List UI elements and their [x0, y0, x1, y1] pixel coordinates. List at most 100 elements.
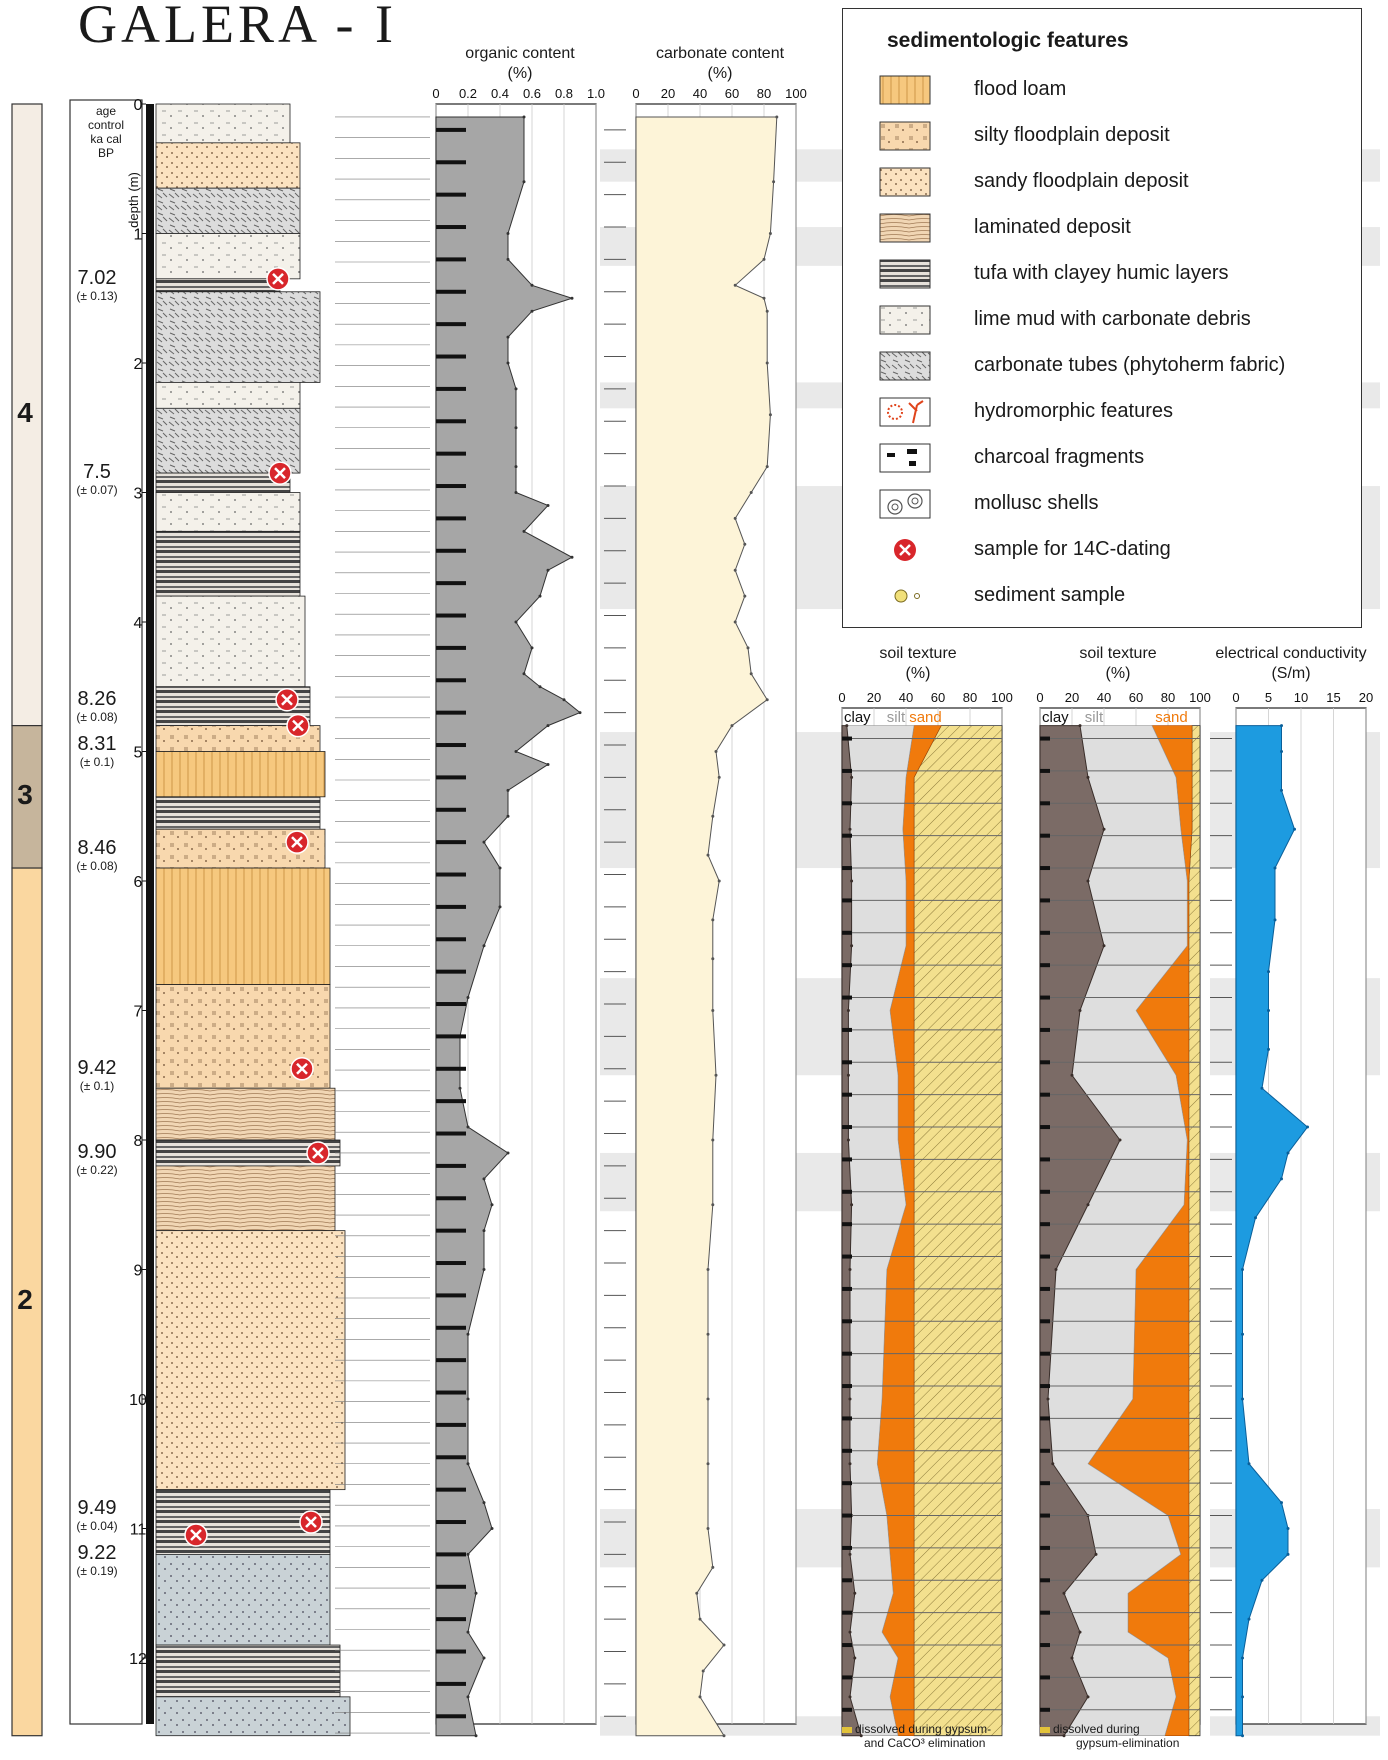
organic-area-point [474, 1734, 478, 1738]
carbonate-area-point [722, 1643, 726, 1647]
sample-bar [436, 904, 466, 909]
depth-tick-label: 3 [134, 486, 143, 503]
age-label: 9.42 (± 0.1) [54, 1057, 140, 1093]
laminated-swatch [879, 213, 931, 243]
carbonate-area-point [733, 568, 737, 572]
sample-bar [436, 1681, 466, 1686]
clay-area-point [850, 879, 854, 883]
carbonate-area-point [711, 1565, 715, 1569]
x-tick-label: 20 [1359, 690, 1373, 705]
sample-bar [842, 1189, 852, 1194]
sample-bar [436, 1163, 466, 1168]
c14-sample-icon [184, 1523, 208, 1547]
dissolved-note-line: dissolved during gypsum- [842, 1722, 1022, 1736]
sample-bar [1040, 1125, 1050, 1130]
clay-area-point [853, 1591, 857, 1595]
clay-area-point [848, 1552, 852, 1556]
dissolved-note-line: and CaCO³ elimination [864, 1736, 986, 1750]
ec-area-point [1241, 1695, 1244, 1699]
lithology-layer [155, 595, 306, 688]
legend-label: carbonate tubes (phytoherm fabric) [974, 354, 1286, 376]
depth-tick-label: 4 [134, 615, 143, 632]
dissolved-note-line: dissolved during [1040, 1722, 1220, 1736]
sample-bar [1040, 1578, 1050, 1583]
carbonate-area-point [733, 620, 737, 624]
sample-bar [1040, 1545, 1050, 1550]
dissolved-area [913, 725, 1003, 1737]
clay-area-point [848, 827, 852, 831]
carbonate-area-point [711, 1203, 715, 1207]
sample-bar [436, 1422, 466, 1427]
carbonate-area-point [765, 698, 769, 702]
dissolved-area [1188, 725, 1201, 1737]
organic-area-point [482, 840, 486, 844]
carbonate-area-point [706, 1462, 710, 1466]
organic-area-point [482, 1229, 486, 1233]
ec-area-point [1286, 1552, 1290, 1556]
carbonate-area-point [765, 465, 769, 469]
sample-bar [436, 1714, 466, 1719]
carbonate-area-point [775, 115, 779, 119]
x-tick-label: 0 [632, 86, 639, 101]
sample-bar [1040, 768, 1050, 773]
lithology-layer [155, 1087, 336, 1141]
carbonate-chart-title: carbonate content (%) [640, 44, 800, 84]
sample-bar [1040, 1254, 1050, 1259]
ec-area-point [1260, 1086, 1264, 1090]
zone-band [11, 103, 43, 727]
carbonate-area-point [772, 180, 776, 184]
sample-bar [842, 1157, 852, 1162]
sample-bar [436, 1487, 466, 1492]
organic-area-point [538, 594, 542, 598]
silty-floodplain-swatch [879, 121, 931, 151]
depth-axis-label: depth (m) [126, 172, 141, 228]
carbonate-area-point [765, 309, 769, 313]
carbonate-area-point [706, 853, 710, 857]
age-label: 8.31 (± 0.1) [54, 733, 140, 769]
clay-area-point [859, 1734, 863, 1738]
legend-item: sample for 14C-dating [879, 531, 1349, 571]
organic-area-point [506, 788, 510, 792]
clay-area-point [845, 724, 849, 728]
depth-tick-label: 5 [134, 745, 143, 762]
carbonate-area [635, 116, 778, 1737]
sample-bar [1040, 801, 1050, 806]
lithology-column [155, 103, 351, 1737]
chart-title-text: soil texture (%) [1079, 645, 1157, 682]
x-tick-label: 1.0 [587, 86, 605, 101]
sample-bar [436, 1552, 466, 1557]
clay-area-point [1086, 1203, 1090, 1207]
carbonate-area-point [746, 646, 750, 650]
carbonate-area-point [706, 1527, 710, 1530]
organic-area-point [466, 996, 470, 1000]
organic-area-point [562, 698, 566, 702]
sample-bar [1040, 1060, 1050, 1065]
ec-area-point [1247, 1617, 1251, 1621]
legend-item: laminated deposit [879, 209, 1349, 249]
x-tick-label: 10 [1294, 690, 1308, 705]
sample-bar [1040, 833, 1050, 838]
organic-area-point [466, 1462, 470, 1466]
ec-area-point [1286, 1527, 1290, 1530]
age-value: 8.46 [77, 836, 117, 859]
x-tick-label: 40 [1097, 690, 1111, 705]
zone-band [11, 867, 43, 1737]
age-label: 9.49 (± 0.04) [54, 1497, 140, 1533]
lithology-layer [155, 187, 301, 234]
c14-sample-icon [268, 461, 292, 485]
lithology-layer [155, 530, 301, 597]
ec-area-point [1306, 1125, 1309, 1129]
organic-area-point [482, 1268, 486, 1271]
depth-tick-label: 7 [134, 1004, 143, 1021]
clay-area-point [853, 1656, 857, 1660]
organic-area-point [522, 529, 526, 533]
sample-bar [842, 1254, 852, 1259]
sample-bar [1040, 1157, 1050, 1162]
organic-area-point [514, 465, 518, 469]
sample-bar [436, 451, 466, 456]
clay-area-point [850, 944, 854, 948]
clay-area-point [850, 775, 854, 779]
charcoal-swatch [879, 443, 931, 473]
hydromorphic-swatch [879, 397, 931, 427]
organic-area-point [506, 257, 510, 261]
